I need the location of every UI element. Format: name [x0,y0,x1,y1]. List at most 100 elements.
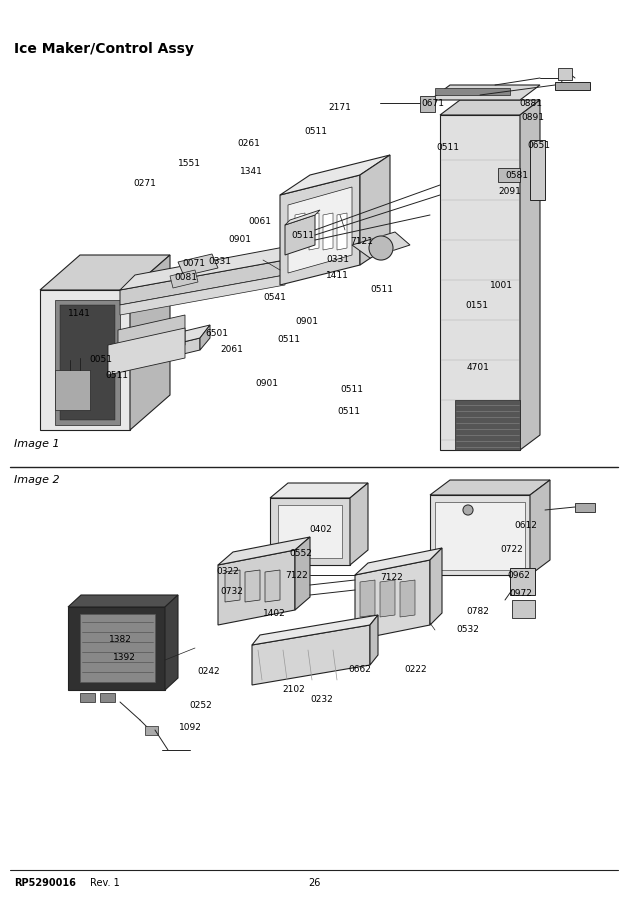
Polygon shape [200,325,210,350]
Polygon shape [80,693,95,702]
Text: 0581: 0581 [505,170,528,179]
Polygon shape [265,570,280,602]
Polygon shape [350,483,368,565]
Polygon shape [40,290,130,430]
Text: 0962: 0962 [507,572,530,580]
Polygon shape [420,96,435,112]
Polygon shape [355,560,430,640]
Text: 0252: 0252 [189,700,212,709]
Polygon shape [285,210,320,225]
Polygon shape [108,328,185,375]
Text: 0901: 0901 [255,380,278,389]
Text: 2102: 2102 [282,686,305,695]
Polygon shape [120,275,285,315]
Polygon shape [218,550,295,625]
Polygon shape [280,175,360,285]
Polygon shape [68,595,178,607]
Text: 4701: 4701 [467,364,490,373]
Text: 0511: 0511 [340,385,363,394]
Polygon shape [40,255,170,290]
Polygon shape [130,255,170,430]
Text: 2171: 2171 [328,104,351,112]
Polygon shape [288,187,352,273]
Polygon shape [530,140,545,200]
Polygon shape [108,325,210,360]
Text: 0511: 0511 [436,143,459,152]
Text: 0242: 0242 [197,668,220,677]
Polygon shape [435,88,510,95]
Text: 0532: 0532 [456,626,479,634]
Polygon shape [555,82,590,90]
Polygon shape [430,480,550,495]
Polygon shape [337,213,347,250]
Polygon shape [360,155,390,265]
Text: 0511: 0511 [304,127,327,136]
Text: Image 1: Image 1 [14,439,60,449]
Text: 6501: 6501 [205,329,228,338]
Polygon shape [370,615,378,665]
Polygon shape [252,625,370,685]
Text: 0541: 0541 [263,293,286,302]
Text: 0881: 0881 [519,98,542,107]
Text: 1341: 1341 [240,167,263,176]
Text: 1092: 1092 [179,723,202,732]
Polygon shape [530,480,550,575]
Polygon shape [285,215,315,255]
Text: 0271: 0271 [133,178,156,187]
Text: Image 2: Image 2 [14,475,60,485]
Polygon shape [80,614,155,682]
Polygon shape [512,600,535,618]
Text: 0322: 0322 [216,568,239,577]
Text: 0511: 0511 [291,230,314,239]
Text: 0511: 0511 [337,408,360,417]
Text: 1001: 1001 [490,281,513,290]
Text: 7122: 7122 [285,572,308,580]
Text: 0511: 0511 [277,336,300,345]
Polygon shape [430,548,442,625]
Polygon shape [225,570,240,602]
Text: 0331: 0331 [326,256,349,265]
Polygon shape [55,370,90,410]
Polygon shape [178,254,218,276]
Polygon shape [68,607,165,690]
Text: 0331: 0331 [208,256,231,266]
Polygon shape [400,580,415,617]
Text: 1382: 1382 [109,635,132,644]
Polygon shape [435,502,525,570]
Polygon shape [295,537,310,610]
Polygon shape [120,245,295,290]
Polygon shape [352,232,410,258]
Polygon shape [520,100,540,450]
Polygon shape [218,537,310,565]
Text: 0722: 0722 [500,545,522,554]
Text: 2061: 2061 [220,346,243,355]
Polygon shape [498,168,520,182]
Polygon shape [575,503,595,512]
Polygon shape [440,100,540,115]
Polygon shape [270,498,350,565]
Polygon shape [55,300,120,425]
Text: 0402: 0402 [309,526,332,535]
Polygon shape [323,213,333,250]
Polygon shape [280,155,390,195]
Text: 0972: 0972 [509,590,532,598]
Polygon shape [295,213,305,250]
Polygon shape [118,315,185,360]
Polygon shape [278,505,342,558]
Text: 0081: 0081 [174,274,197,283]
Polygon shape [252,615,378,645]
Polygon shape [60,305,115,420]
Text: 1411: 1411 [326,271,349,280]
Polygon shape [120,260,285,305]
Polygon shape [430,85,540,100]
Polygon shape [309,213,319,250]
Polygon shape [165,595,178,690]
Text: 0651: 0651 [527,140,550,149]
Text: Rev. 1: Rev. 1 [90,878,120,888]
Text: 1551: 1551 [178,158,201,167]
Text: 1141: 1141 [68,310,91,319]
Polygon shape [245,570,260,602]
Text: 1392: 1392 [113,653,136,662]
Polygon shape [430,495,530,575]
Text: 0222: 0222 [404,665,426,674]
